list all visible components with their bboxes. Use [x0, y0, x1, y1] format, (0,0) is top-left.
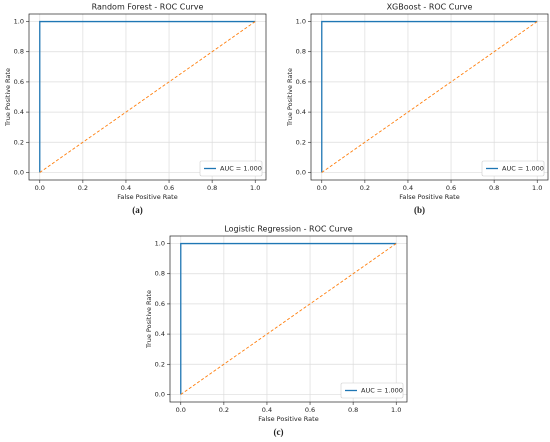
roc-line — [39, 21, 256, 173]
legend-label: AUC = 1.000 — [502, 165, 544, 173]
y-tick-label: 0.0 — [155, 390, 165, 398]
chart-title: XGBoost - ROC Curve — [387, 3, 473, 12]
y-tick-label: 0.4 — [14, 108, 24, 116]
caption: (a) — [132, 205, 143, 215]
y-tick-label: 0.8 — [296, 48, 306, 56]
chart-title: Logistic Regression - ROC Curve — [224, 225, 352, 234]
plot-frame — [169, 235, 408, 403]
legend-box — [199, 160, 263, 177]
x-tick-label: 0.8 — [489, 184, 499, 192]
x-tick-label: 0.2 — [360, 184, 370, 192]
x-axis-label: False Positive Rate — [117, 193, 177, 201]
y-axis-label: True Positive Rate — [4, 68, 12, 127]
x-tick-label: 0.4 — [121, 184, 131, 192]
legend-box — [481, 160, 545, 177]
roc-line — [180, 243, 397, 395]
y-tick-label: 0.2 — [155, 360, 165, 368]
y-tick-label: 0.0 — [14, 168, 24, 176]
plot-frame — [28, 13, 267, 181]
roc-line — [39, 20, 256, 173]
x-tick-label: 0.8 — [207, 184, 217, 192]
y-tick-label: 0.2 — [296, 138, 306, 146]
x-axis-label: False Positive Rate — [258, 415, 318, 423]
y-tick-label: 0.8 — [155, 270, 165, 278]
y-tick-label: 0.8 — [14, 48, 24, 56]
y-tick-label: 0.4 — [296, 108, 306, 116]
x-tick-label: 0.0 — [176, 406, 186, 414]
y-axis-label: True Positive Rate — [145, 290, 153, 349]
roc-line — [321, 20, 538, 173]
x-tick-label: 0.0 — [317, 184, 327, 192]
y-tick-label: 0.0 — [296, 168, 306, 176]
x-tick-label: 0.6 — [305, 406, 315, 414]
y-tick-label: 0.4 — [155, 330, 165, 338]
caption: (b) — [414, 205, 425, 215]
legend-box — [340, 382, 404, 399]
x-tick-label: 1.0 — [391, 406, 401, 414]
x-axis-label: False Positive Rate — [399, 193, 459, 201]
roc-line — [321, 21, 538, 173]
plot-frame — [310, 13, 549, 181]
roc-line — [180, 242, 397, 395]
caption: (c) — [274, 427, 284, 437]
y-tick-label: 1.0 — [296, 18, 306, 26]
y-tick-label: 0.2 — [14, 138, 24, 146]
x-tick-label: 0.2 — [219, 406, 229, 414]
y-tick-label: 0.6 — [296, 78, 306, 86]
x-tick-label: 0.6 — [164, 184, 174, 192]
y-tick-label: 1.0 — [155, 240, 165, 248]
x-tick-label: 0.4 — [403, 184, 413, 192]
x-tick-label: 0.0 — [35, 184, 45, 192]
x-tick-label: 0.2 — [78, 184, 88, 192]
x-tick-label: 0.4 — [262, 406, 272, 414]
x-tick-label: 1.0 — [532, 184, 542, 192]
legend-label: AUC = 1.000 — [361, 387, 403, 395]
y-axis-label: True Positive Rate — [286, 68, 294, 127]
x-tick-label: 0.6 — [446, 184, 456, 192]
y-tick-label: 0.6 — [14, 78, 24, 86]
y-tick-label: 1.0 — [14, 18, 24, 26]
chart-title: Random Forest - ROC Curve — [92, 3, 204, 12]
y-tick-label: 0.6 — [155, 300, 165, 308]
x-tick-label: 1.0 — [250, 184, 260, 192]
x-tick-label: 0.8 — [348, 406, 358, 414]
legend-label: AUC = 1.000 — [220, 165, 262, 173]
